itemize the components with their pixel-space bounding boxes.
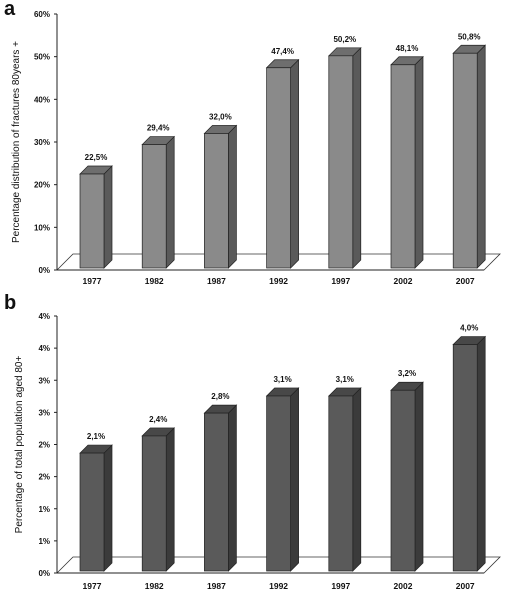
chart-panel-b: b 0% 1% 1% 2% 2% 3% 3% 4% 4% Percentage of total p… <box>4 292 501 591</box>
y-axis-label: Percentage of total population aged 80+ <box>14 356 25 534</box>
x-tick-label: 1982 <box>145 581 164 591</box>
data-label: 2,1% <box>87 432 105 441</box>
bar-front <box>452 344 478 572</box>
bar-front <box>141 144 167 269</box>
bar <box>452 335 487 572</box>
y-tick-label: 4% <box>38 312 50 321</box>
x-tick-label: 1977 <box>83 276 102 286</box>
y-tick-label: 3% <box>38 376 50 385</box>
data-label: 22,5% <box>85 153 108 162</box>
bar <box>327 46 362 269</box>
bar <box>265 58 300 269</box>
bar-front <box>79 173 105 269</box>
data-label: 47,4% <box>271 47 294 56</box>
bar-front <box>266 395 291 572</box>
data-label: 32,0% <box>209 112 232 121</box>
bar <box>203 124 238 269</box>
y-tick-label: 3% <box>38 408 50 417</box>
data-label: 4,0% <box>460 324 478 333</box>
y-tick-label: 40% <box>34 95 50 104</box>
data-label: 2,8% <box>211 392 229 401</box>
bar-side <box>165 135 175 269</box>
bar <box>265 387 300 572</box>
bar-front <box>79 452 105 572</box>
bar <box>390 381 424 572</box>
data-label: 50,8% <box>458 32 481 41</box>
bar-front <box>328 395 354 572</box>
x-tick-label: 1982 <box>145 276 164 286</box>
x-tick-label: 2002 <box>394 581 413 591</box>
data-label: 48,1% <box>396 44 419 53</box>
bar-front <box>266 67 291 269</box>
data-label: 3,1% <box>336 375 354 384</box>
x-tick-label: 1987 <box>207 581 226 591</box>
data-label: 2,4% <box>149 415 167 424</box>
y-tick-label: 20% <box>34 181 50 190</box>
bar-side <box>352 387 362 572</box>
y-tick-label: 0% <box>38 266 50 275</box>
y-tick-label: 0% <box>38 569 50 578</box>
y-tick-label: 30% <box>34 138 50 147</box>
x-tick-label: 1997 <box>331 276 350 286</box>
bar <box>452 44 487 269</box>
x-tick-label: 1992 <box>269 276 288 286</box>
bar-side <box>165 427 175 572</box>
bar-front <box>204 133 229 269</box>
bar-side <box>414 55 424 269</box>
x-tick-label: 1977 <box>83 581 102 591</box>
panel-letter: a <box>4 0 16 20</box>
bar-front <box>141 435 167 572</box>
y-tick-label: 50% <box>34 53 50 62</box>
y-tick-label: 1% <box>38 537 50 546</box>
y-tick-label: 60% <box>34 10 50 19</box>
x-tick-label: 1992 <box>269 581 288 591</box>
bar-side <box>290 58 299 269</box>
data-label: 3,2% <box>398 369 416 378</box>
x-tick-label: 2007 <box>456 276 475 286</box>
bar-front <box>452 52 478 269</box>
x-tick-label: 1997 <box>331 581 350 591</box>
y-tick-label: 2% <box>38 441 50 450</box>
bar-side <box>103 165 113 269</box>
y-tick-label: 10% <box>34 223 50 232</box>
bar-front <box>328 55 354 269</box>
bar-side <box>414 381 424 572</box>
y-axis-label: Percentage distribution of fractures 80y… <box>11 41 22 243</box>
data-label: 50,2% <box>333 35 356 44</box>
bar-side <box>476 335 486 572</box>
x-tick-label: 2007 <box>456 581 475 591</box>
bar <box>390 55 424 269</box>
bar <box>327 387 362 572</box>
y-tick-label: 1% <box>38 505 50 514</box>
bar-front <box>204 412 229 572</box>
bar-front <box>390 64 416 269</box>
bar <box>141 135 176 269</box>
bar-side <box>290 387 299 572</box>
data-label: 3,1% <box>273 375 291 384</box>
bar-side <box>476 44 486 269</box>
data-label: 29,4% <box>147 124 170 133</box>
panel-letter: b <box>4 292 16 314</box>
bar-side <box>228 124 237 269</box>
x-tick-label: 1987 <box>207 276 226 286</box>
bar <box>203 404 238 572</box>
x-tick-label: 2002 <box>394 276 413 286</box>
bar-side <box>228 404 237 572</box>
bar <box>79 165 113 269</box>
bar <box>79 444 113 572</box>
bar <box>141 427 176 572</box>
bar-side <box>103 444 113 572</box>
chart-panel-a: a 0% 10% 20% 30% 40% 50% 60% Percentage distribu… <box>4 0 501 286</box>
y-tick-label: 2% <box>38 473 50 482</box>
bar-side <box>352 46 362 269</box>
y-tick-label: 4% <box>38 344 50 353</box>
bar-front <box>390 389 416 572</box>
